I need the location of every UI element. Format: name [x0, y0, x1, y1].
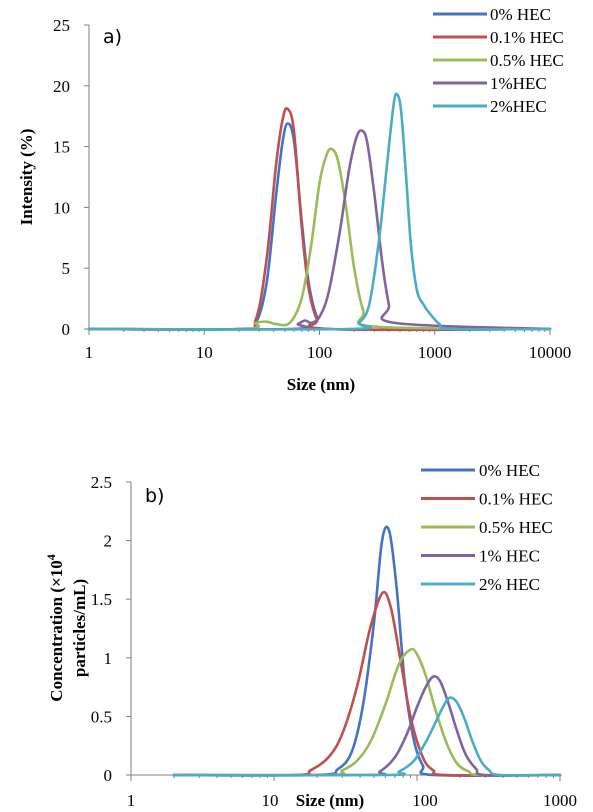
legend-b: 0% HEC 0.1% HEC 0.5% HEC 1% HEC 2% HEC — [421, 461, 553, 594]
y-axis-title-b-superscript: 4 — [44, 554, 58, 560]
y-axis-title-a: Intensity (%) — [17, 129, 36, 226]
legend-label: 2%HEC — [490, 97, 547, 116]
x-tick-label: 10 — [196, 343, 213, 362]
series-line-2-hec — [172, 696, 562, 777]
y-tick-label: 0.5 — [91, 707, 112, 726]
y-axis-title-b-line1: Concentration (×104 — [44, 554, 66, 701]
panel-label-a: a) — [103, 26, 122, 48]
y-tick-label: 25 — [53, 16, 70, 35]
y-ticks-b: 0 0.5 1 1.5 2 2.5 — [91, 473, 131, 785]
legend-label: 0% HEC — [490, 5, 551, 24]
legend-label: 0.5% HEC — [490, 51, 564, 70]
x-tick-label: 1 — [127, 791, 136, 810]
series-line-2-hec — [87, 92, 552, 331]
y-tick-label: 5 — [62, 259, 71, 278]
y-tick-label: 1 — [104, 649, 113, 668]
x-axis-title-a: Size (nm) — [287, 375, 355, 394]
series-b — [172, 525, 562, 778]
y-tick-label: 0 — [62, 320, 71, 339]
legend-label: 1% HEC — [479, 547, 540, 566]
x-axis-title-b: Size (nm) — [296, 791, 364, 810]
x-tick-label: 100 — [307, 343, 333, 362]
y-tick-label: 10 — [53, 198, 70, 217]
legend-a: 0% HEC 0.1% HEC 0.5% HEC 1%HEC 2%HEC — [433, 5, 564, 116]
y-tick-label: 2 — [104, 532, 113, 551]
series-line-0-hec — [172, 525, 562, 778]
panel-b: b) 0 0.5 1 1.5 2 2.5 1 10 100 1000 Size (nm) Con… — [44, 461, 577, 810]
y-tick-label: 15 — [53, 138, 70, 157]
series-line-0-1-hec — [172, 590, 562, 777]
x-tick-label: 1000 — [418, 343, 452, 362]
y-tick-label: 20 — [53, 77, 70, 96]
legend-label: 0.1% HEC — [479, 490, 553, 509]
y-ticks-a: 0 5 10 15 20 25 — [53, 16, 89, 339]
legend-label: 0.1% HEC — [490, 28, 564, 47]
y-axis-title-b-text: Concentration (×10 — [47, 560, 66, 701]
series-line-0-5-hec — [172, 647, 562, 777]
legend-label: 1%HEC — [490, 74, 547, 93]
series-line-0-1-hec — [87, 106, 552, 332]
x-ticks-a: 1 10 100 1000 10000 — [85, 329, 572, 362]
y-tick-label: 0 — [104, 766, 113, 785]
y-tick-label: 1.5 — [91, 590, 112, 609]
panel-label-b: b) — [145, 485, 164, 507]
y-axis-title-b-line2: particles/mL) — [70, 579, 89, 677]
series-line-1-hec — [172, 674, 562, 777]
legend-label: 0% HEC — [479, 461, 540, 480]
x-tick-label: 1000 — [543, 791, 577, 810]
legend-label: 2% HEC — [479, 575, 540, 594]
legend-label: 0.5% HEC — [479, 518, 553, 537]
series-line-0-5-hec — [87, 147, 552, 331]
y-tick-label: 2.5 — [91, 473, 112, 492]
series-line-1-hec — [87, 129, 552, 331]
x-tick-label: 1 — [85, 343, 94, 362]
x-tick-label: 100 — [412, 791, 438, 810]
series-a — [87, 92, 552, 332]
series-line-0-hec — [87, 122, 552, 332]
x-tick-label: 10000 — [529, 343, 572, 362]
x-tick-label: 10 — [262, 791, 279, 810]
